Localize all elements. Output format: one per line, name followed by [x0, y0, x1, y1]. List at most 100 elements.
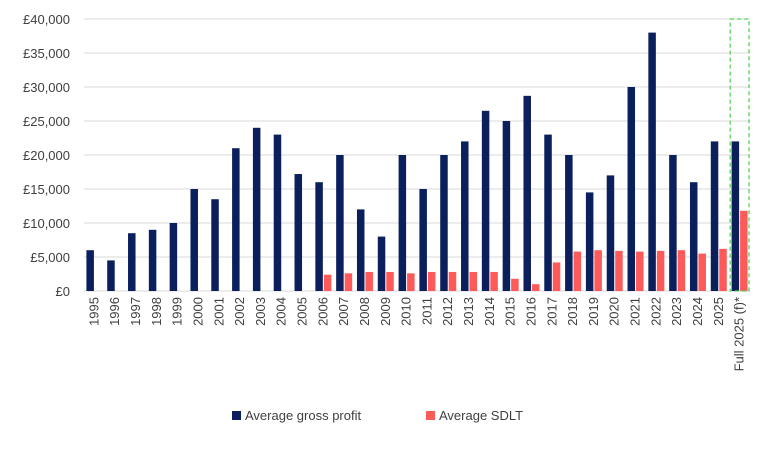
bar-sdlt — [323, 274, 332, 291]
x-tick-label: 2007 — [336, 297, 351, 326]
bar-sdlt — [344, 273, 353, 291]
x-tick-label: 2005 — [295, 297, 310, 326]
bar-gross-profit — [169, 223, 178, 291]
y-axis-tick-labels: £0 £5,000 £10,000 £15,000 £20,000 £25,000 £30,… — [23, 12, 70, 299]
legend-swatch-gross-profit — [232, 411, 241, 420]
bar-gross-profit — [356, 209, 365, 291]
bar-gross-profit — [502, 121, 511, 291]
y-tick-label: £40,000 — [23, 12, 70, 27]
x-tick-label: 2008 — [357, 297, 372, 326]
bar-gross-profit — [523, 95, 531, 291]
bar-sdlt — [386, 271, 394, 291]
bar-sdlt — [719, 248, 727, 291]
x-tick-label: 2023 — [669, 297, 684, 326]
bar-gross-profit — [710, 141, 719, 291]
bar-sdlt — [656, 250, 665, 291]
x-tick-label: 2025 — [711, 297, 726, 326]
x-tick-label: 1998 — [149, 297, 164, 326]
x-tick-label: 1995 — [86, 297, 101, 326]
bar-gross-profit — [336, 155, 344, 291]
bar-gross-profit — [252, 127, 261, 291]
x-tick-label: 1997 — [128, 297, 143, 326]
x-tick-label: 2011 — [419, 297, 434, 325]
bar-gross-profit — [731, 141, 740, 291]
x-tick-label: 2004 — [274, 297, 289, 326]
bar-gross-profit — [544, 134, 552, 291]
bar-gross-profit — [86, 250, 94, 291]
bar-sdlt — [615, 250, 623, 291]
x-tick-label: 1996 — [107, 297, 122, 326]
x-tick-label: 2001 — [211, 297, 226, 326]
x-tick-label: 2017 — [544, 297, 559, 326]
bar-sdlt — [407, 273, 415, 291]
legend-swatch-sdlt — [426, 411, 435, 420]
x-tick-label: 2022 — [648, 297, 663, 326]
bar-sdlt — [594, 250, 602, 291]
bar-sdlt — [740, 210, 748, 291]
bar-sdlt — [469, 271, 478, 291]
bar-gross-profit — [585, 192, 594, 291]
bar-gross-profit — [461, 141, 469, 291]
y-tick-label: £15,000 — [23, 182, 70, 197]
x-tick-label: 2009 — [378, 297, 393, 326]
legend: Average gross profit Average SDLT — [232, 408, 523, 423]
x-tick-label: 2003 — [253, 297, 268, 326]
bar-sdlt — [636, 251, 644, 291]
y-tick-label: £0 — [56, 284, 70, 299]
bar-gross-profit — [107, 260, 115, 291]
bar-gross-profit — [606, 175, 615, 291]
bar-gross-profit — [232, 148, 240, 291]
bar-sdlt — [531, 284, 540, 291]
y-tick-label: £25,000 — [23, 114, 70, 129]
bar-gross-profit — [419, 189, 427, 291]
x-tick-label: 2010 — [399, 297, 414, 326]
bar-sdlt — [490, 271, 498, 291]
bar-sdlt — [573, 251, 582, 291]
x-tick-label: 2019 — [586, 297, 601, 326]
bar-gross-profit — [648, 32, 656, 291]
bar-gross-profit — [273, 134, 282, 291]
bar-gross-profit — [211, 199, 219, 291]
bar-gross-profit — [190, 189, 198, 291]
legend-label-sdlt: Average SDLT — [439, 408, 523, 423]
bar-gross-profit — [294, 174, 303, 291]
forecast-highlight-box — [729, 18, 750, 292]
x-axis-tick-labels: 1995 1996 1997 1998 1999 2000 2001 2002 2003 2004… — [86, 297, 746, 371]
bar-gross-profit — [315, 182, 323, 291]
x-tick-label: Full 2025 (f)* — [732, 297, 747, 371]
bar-gross-profit — [128, 233, 136, 291]
bar-sdlt — [365, 271, 373, 291]
bar-gross-profit — [689, 182, 698, 291]
legend-label-gross-profit: Average gross profit — [245, 408, 361, 423]
x-tick-label: 2016 — [523, 297, 538, 326]
bar-sdlt — [511, 278, 519, 291]
y-tick-label: £5,000 — [30, 250, 70, 265]
y-tick-label: £35,000 — [23, 46, 70, 61]
bar-gross-profit — [481, 110, 490, 291]
bar-gross-profit — [148, 229, 157, 291]
bars — [86, 32, 748, 291]
x-tick-label: 2014 — [482, 297, 497, 326]
y-tick-label: £20,000 — [23, 148, 70, 163]
bar-gross-profit — [627, 87, 636, 291]
bar-gross-profit — [377, 236, 386, 291]
x-tick-label: 1999 — [170, 297, 185, 326]
x-tick-label: 2006 — [315, 297, 330, 326]
x-tick-label: 2015 — [503, 297, 518, 326]
x-tick-label: 2021 — [628, 297, 643, 326]
bar-gross-profit — [398, 155, 407, 291]
bar-gross-profit — [565, 155, 573, 291]
x-tick-label: 2013 — [461, 297, 476, 326]
bar-gross-profit — [669, 155, 677, 291]
bar-sdlt — [677, 250, 686, 291]
bar-gross-profit — [440, 155, 448, 291]
y-tick-label: £10,000 — [23, 216, 70, 231]
y-tick-label: £30,000 — [23, 80, 70, 95]
x-tick-label: 2024 — [690, 297, 705, 326]
x-tick-label: 2020 — [607, 297, 622, 326]
x-tick-label: 2012 — [440, 297, 455, 326]
x-tick-label: 2002 — [232, 297, 247, 326]
bar-sdlt — [552, 262, 561, 291]
bar-sdlt — [698, 253, 706, 291]
